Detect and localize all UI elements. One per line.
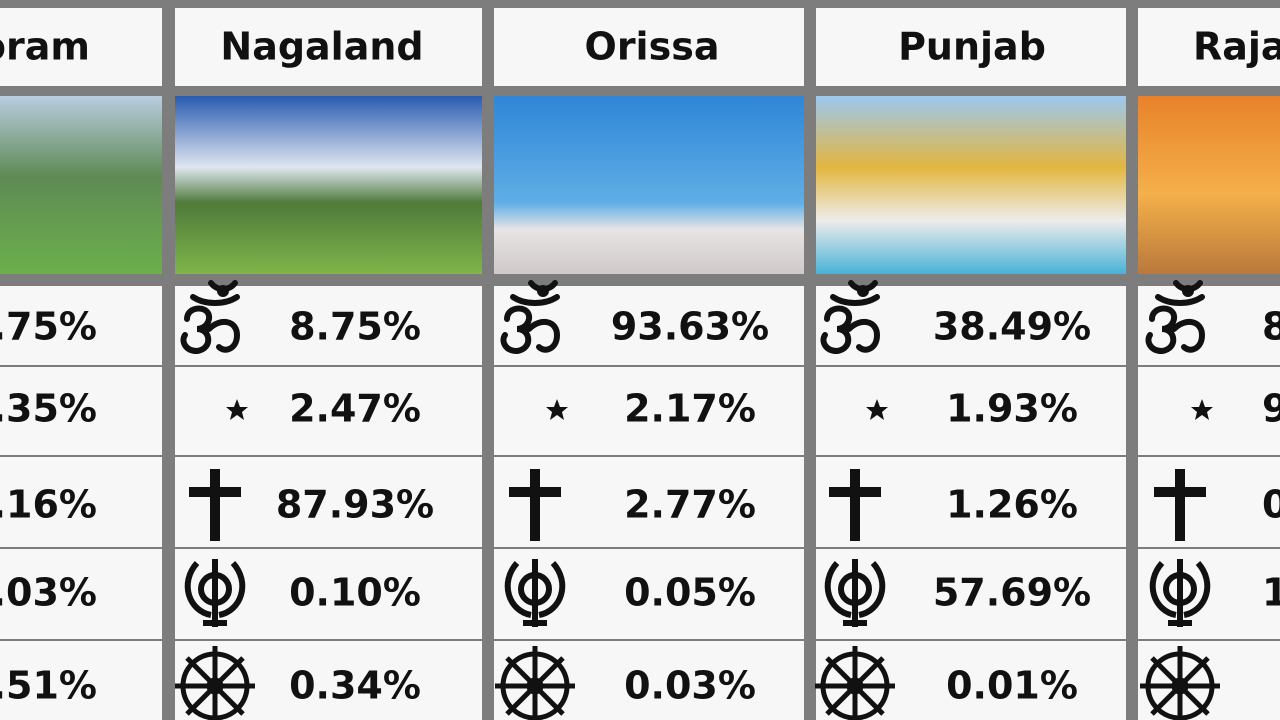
percentage: 87.93%: [276, 483, 434, 527]
percentage: .35%: [0, 387, 97, 431]
header-cell: [1138, 8, 1280, 86]
value-cell: [0, 457, 162, 547]
percentage: 0.01%: [946, 664, 1078, 708]
value-cell: [0, 367, 162, 455]
percentage: 7.16%: [0, 483, 97, 527]
state-photo: [1138, 96, 1280, 274]
state-photo: [0, 96, 162, 274]
percentage: .75%: [0, 305, 97, 349]
value-cell: [494, 367, 804, 455]
percentage: 2.77%: [624, 483, 756, 527]
value-cell: [494, 457, 804, 547]
value-cell: [1138, 457, 1280, 547]
percentage: 0.03%: [624, 664, 756, 708]
value-cell: [0, 641, 162, 720]
state-photo: [816, 96, 1126, 274]
percentage: 38.49%: [933, 305, 1091, 349]
percentage: 0: [1262, 483, 1280, 527]
percentage: .51%: [0, 664, 97, 708]
value-cell: [816, 367, 1126, 455]
column-header: Orissa: [585, 25, 720, 69]
percentage: 9: [1262, 387, 1280, 431]
header-cell: [494, 8, 804, 86]
percentage: 0.10%: [289, 571, 421, 615]
percentage: 1.26%: [946, 483, 1078, 527]
percentage: 0.05%: [624, 571, 756, 615]
percentage: 1.93%: [946, 387, 1078, 431]
percentage: .03%: [0, 571, 97, 615]
value-cell: [1138, 367, 1280, 455]
state-photo: [494, 96, 804, 274]
percentage: 8.75%: [289, 305, 421, 349]
percentage: 8: [1262, 305, 1280, 349]
value-cell: [816, 457, 1126, 547]
column-header: oram: [0, 25, 90, 69]
percentage: 57.69%: [933, 571, 1091, 615]
percentage: 1: [1262, 571, 1280, 615]
value-cell: [175, 367, 482, 455]
percentage: 2.17%: [624, 387, 756, 431]
header-cell: [0, 8, 162, 86]
column-header: Nagaland: [220, 25, 423, 69]
column-header: Punjab: [898, 25, 1046, 69]
header-cell: [175, 8, 482, 86]
value-cell: [0, 286, 162, 365]
header-cell: [816, 8, 1126, 86]
percentage: 2.47%: [289, 387, 421, 431]
percentage: 93.63%: [611, 305, 769, 349]
value-cell: [175, 457, 482, 547]
column-header: Raja: [1193, 25, 1280, 69]
state-photo: [175, 96, 482, 274]
value-cell: [0, 549, 162, 639]
percentage: 0.34%: [289, 664, 421, 708]
